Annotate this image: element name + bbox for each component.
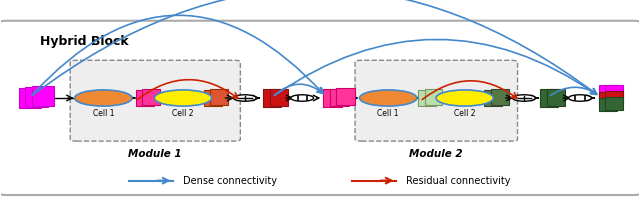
FancyBboxPatch shape bbox=[19, 88, 41, 108]
Circle shape bbox=[75, 90, 132, 106]
Circle shape bbox=[568, 95, 591, 101]
Text: Cell 2: Cell 2 bbox=[454, 109, 476, 118]
FancyBboxPatch shape bbox=[323, 89, 342, 107]
FancyBboxPatch shape bbox=[263, 89, 281, 107]
FancyBboxPatch shape bbox=[599, 85, 617, 98]
FancyBboxPatch shape bbox=[26, 87, 47, 107]
FancyBboxPatch shape bbox=[0, 21, 640, 195]
Text: Module 1: Module 1 bbox=[129, 149, 182, 159]
FancyBboxPatch shape bbox=[70, 60, 241, 141]
FancyBboxPatch shape bbox=[484, 90, 502, 106]
FancyBboxPatch shape bbox=[605, 97, 623, 110]
FancyBboxPatch shape bbox=[31, 86, 54, 106]
Circle shape bbox=[436, 90, 493, 106]
FancyBboxPatch shape bbox=[418, 90, 436, 106]
Text: Cell 1: Cell 1 bbox=[378, 109, 399, 118]
Circle shape bbox=[154, 90, 212, 106]
FancyBboxPatch shape bbox=[424, 89, 442, 105]
Text: Residual connectivity: Residual connectivity bbox=[406, 176, 511, 186]
FancyBboxPatch shape bbox=[269, 89, 287, 106]
FancyBboxPatch shape bbox=[355, 60, 518, 141]
Circle shape bbox=[234, 95, 256, 101]
FancyBboxPatch shape bbox=[547, 89, 564, 106]
Circle shape bbox=[513, 95, 536, 101]
Text: Cell 1: Cell 1 bbox=[93, 109, 114, 118]
FancyBboxPatch shape bbox=[491, 89, 509, 105]
Text: Hybrid Block: Hybrid Block bbox=[40, 35, 128, 48]
FancyBboxPatch shape bbox=[204, 90, 222, 106]
FancyBboxPatch shape bbox=[142, 89, 160, 105]
Text: Module 2: Module 2 bbox=[410, 149, 463, 159]
FancyBboxPatch shape bbox=[136, 90, 154, 106]
FancyBboxPatch shape bbox=[605, 85, 623, 97]
FancyBboxPatch shape bbox=[599, 92, 617, 104]
FancyBboxPatch shape bbox=[330, 89, 349, 106]
FancyBboxPatch shape bbox=[605, 91, 623, 103]
Text: Dense connectivity: Dense connectivity bbox=[183, 176, 277, 186]
FancyBboxPatch shape bbox=[540, 89, 558, 107]
Circle shape bbox=[360, 90, 417, 106]
FancyBboxPatch shape bbox=[599, 98, 617, 111]
Text: Cell 2: Cell 2 bbox=[172, 109, 194, 118]
FancyBboxPatch shape bbox=[336, 88, 355, 105]
FancyBboxPatch shape bbox=[211, 89, 228, 105]
Circle shape bbox=[291, 95, 314, 101]
